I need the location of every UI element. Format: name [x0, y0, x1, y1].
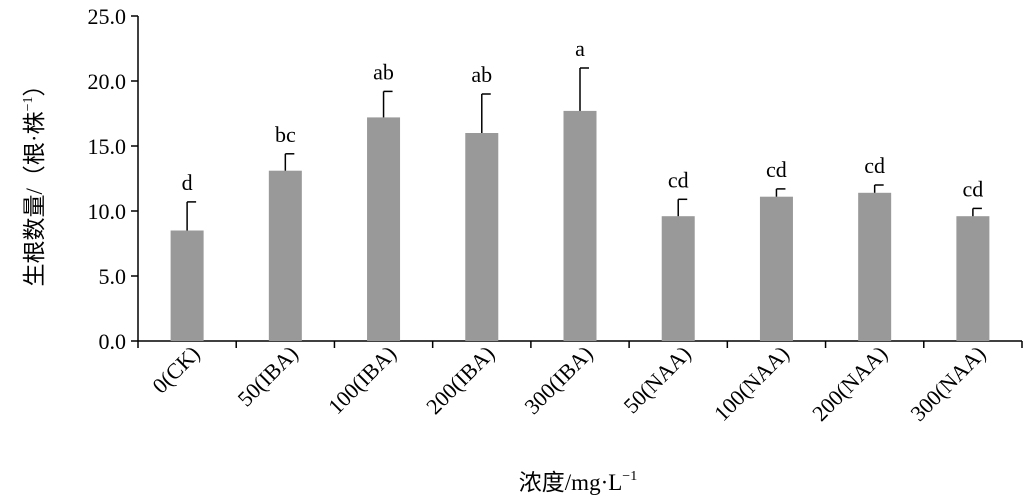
bar	[268, 170, 302, 341]
significance-label: d	[182, 170, 193, 195]
bar	[563, 110, 597, 342]
bars	[170, 110, 990, 342]
y-tick-label: 25.0	[88, 4, 127, 29]
category-label: 50(NAA)	[618, 341, 695, 418]
significance-label: a	[575, 36, 585, 61]
bar	[956, 216, 990, 341]
category-label: 100(IBA)	[323, 341, 401, 419]
significance-label: cd	[766, 157, 787, 182]
category-label: 300(NAA)	[905, 341, 990, 426]
bar	[170, 230, 204, 341]
bar	[759, 196, 793, 341]
y-tick-label: 20.0	[88, 69, 127, 94]
category-label: 200(NAA)	[807, 341, 892, 426]
bar	[858, 192, 892, 341]
bar	[661, 216, 695, 341]
category-label: 300(IBA)	[519, 341, 597, 419]
significance-label: bc	[275, 122, 296, 147]
y-tick-label: 5.0	[99, 264, 127, 289]
error-bars	[186, 67, 982, 231]
y-tick-label: 0.0	[99, 329, 127, 354]
category-label: 50(IBA)	[232, 341, 302, 411]
significance-label: ab	[373, 59, 394, 84]
y-tick-label: 10.0	[88, 199, 127, 224]
category-label: 200(IBA)	[421, 341, 499, 419]
y-ticks: 0.0 5.0 10.0 15.0 20.0 25.0	[88, 4, 138, 354]
significance-label: cd	[668, 167, 689, 192]
category-labels: 0(CK) 50(IBA) 100(IBA) 200(IBA) 300(IBA) 50(N…	[147, 341, 990, 426]
significance-labels: d bc ab ab a cd cd cd cd	[182, 36, 984, 201]
category-label: 100(NAA)	[709, 341, 794, 426]
bar	[465, 133, 499, 341]
significance-label: cd	[864, 153, 885, 178]
bar	[367, 117, 401, 342]
x-axis-title: 浓度/mg·L−1	[519, 469, 637, 495]
category-label: 0(CK)	[147, 341, 204, 398]
x-ticks	[137, 341, 1023, 348]
y-axis: 0.0 5.0 10.0 15.0 20.0 25.0	[88, 4, 139, 354]
y-tick-label: 15.0	[88, 134, 127, 159]
significance-label: cd	[963, 176, 984, 201]
y-axis-title: 生根数量/（根·株−1）	[21, 74, 47, 287]
significance-label: ab	[471, 62, 492, 87]
